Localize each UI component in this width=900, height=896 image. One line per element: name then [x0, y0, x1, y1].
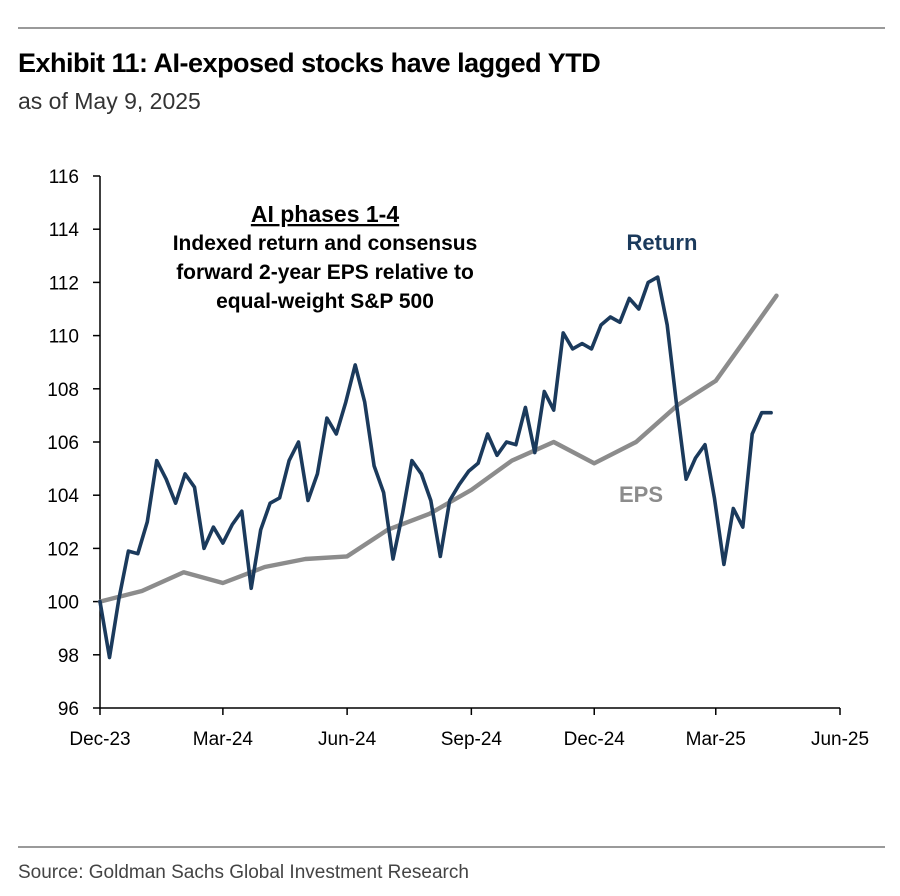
y-tick-label: 110 [49, 327, 79, 348]
y-tick-label: 98 [58, 646, 79, 667]
y-tick-label: 104 [47, 486, 79, 507]
annotation-box: AI phases 1-4 Indexed return and consens… [173, 201, 478, 313]
source-note: Source: Goldman Sachs Global Investment … [18, 862, 469, 883]
y-tick-label: 96 [58, 699, 79, 720]
x-axis: Dec-23 Mar-24 Jun-24 Sep-24 Dec-24 Mar-25 Jun-… [69, 707, 869, 750]
x-tick-label: Mar-24 [193, 729, 254, 750]
annotation-line-1: Indexed return and consensus [173, 232, 478, 255]
y-tick-label: 106 [47, 433, 79, 454]
x-tick-label: Mar-25 [686, 729, 746, 750]
x-tick-label: Dec-23 [69, 729, 130, 750]
return-series-label: Return [627, 230, 698, 255]
line-chart: 96 98 100 102 104 106 108 110 112 114 116 Dec-23 Ma… [47, 167, 869, 750]
y-tick-label: 112 [49, 273, 79, 294]
top-divider [18, 27, 885, 29]
annotation-line-3: equal-weight S&P 500 [216, 290, 434, 313]
series-layer [97, 275, 779, 660]
y-tick-label: 102 [47, 539, 79, 560]
y-axis: 96 98 100 102 104 106 108 110 112 114 116 [47, 167, 101, 720]
x-tick-label: Jun-24 [318, 729, 377, 750]
y-tick-label: 100 [47, 593, 79, 614]
annotation-heading: AI phases 1-4 [251, 201, 399, 227]
chart-title: Exhibit 11: AI-exposed stocks have lagge… [18, 48, 601, 78]
return-series-line [98, 275, 773, 660]
x-tick-label: Dec-24 [564, 729, 626, 750]
eps-series-label: EPS [619, 482, 663, 507]
y-tick-label: 116 [49, 167, 79, 188]
chart-subtitle: as of May 9, 2025 [18, 88, 201, 114]
x-tick-label: Jun-25 [811, 729, 869, 750]
bottom-divider [18, 846, 885, 848]
annotation-line-2: forward 2-year EPS relative to [176, 261, 474, 284]
eps-series-line [97, 293, 779, 604]
y-tick-label: 108 [47, 380, 79, 401]
y-tick-label: 114 [49, 220, 80, 241]
x-tick-label: Sep-24 [441, 729, 503, 750]
